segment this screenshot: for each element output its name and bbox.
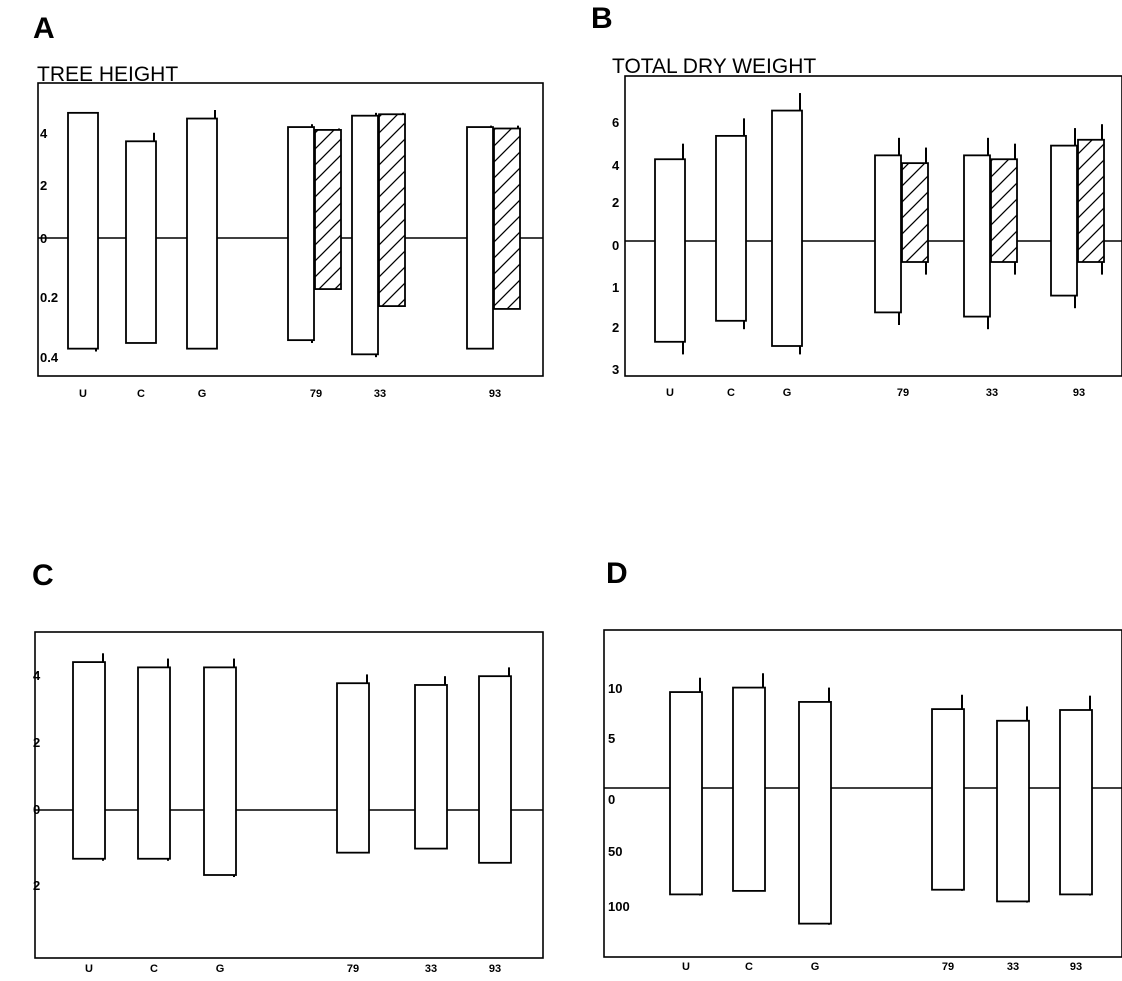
x-category-label: U: [682, 961, 690, 973]
x-category-label: C: [727, 387, 735, 399]
x-category-label: G: [811, 961, 820, 973]
bar-open: [715, 134, 747, 322]
y-tick-label: 4: [40, 126, 48, 141]
bar-hatched: [378, 113, 406, 307]
panel-letter-c: C: [32, 559, 54, 592]
bar-open: [963, 154, 991, 318]
bar-hatched: [901, 162, 929, 263]
x-category-label: U: [79, 388, 87, 400]
x-category-label: G: [783, 387, 792, 399]
chart-a-title: TREE HEIGHT: [37, 63, 178, 86]
x-category-label: 79: [347, 963, 359, 975]
x-category-label: C: [137, 388, 145, 400]
x-category-label: 79: [942, 961, 954, 973]
x-category-label: U: [85, 963, 93, 975]
x-category-label: G: [216, 963, 225, 975]
x-category-label: 33: [1007, 961, 1019, 973]
bar-open: [669, 691, 703, 896]
x-category-label: 79: [897, 387, 909, 399]
y-tick-label: 1: [612, 280, 619, 295]
chart-c: 4 2 0 2 U C G 79 33 93: [33, 631, 544, 975]
bar-hatched: [1077, 138, 1105, 263]
y-tick-label: 0: [612, 238, 619, 253]
y-tick-label: 0: [33, 802, 40, 817]
bar-open: [478, 675, 512, 864]
y-tick-label: 2: [40, 178, 47, 193]
y-tick-label: 0.2: [40, 290, 58, 305]
y-tick-label: 5: [608, 731, 615, 746]
bar-open: [654, 158, 686, 343]
bar-open: [351, 114, 379, 356]
x-category-label: 33: [986, 387, 998, 399]
y-tick-label: 4: [612, 158, 620, 173]
bar-hatched: [990, 158, 1018, 263]
bar-open: [798, 701, 832, 925]
bar-open: [1050, 144, 1078, 297]
bar-open: [67, 111, 99, 350]
bar-open: [203, 666, 237, 876]
plot-frame: [624, 75, 1122, 377]
bar-hatched: [493, 127, 521, 310]
chart-b-title: TOTAL DRY WEIGHT: [612, 55, 816, 78]
y-tick-label: 0: [608, 792, 615, 807]
panel-letter-a: A: [33, 12, 55, 45]
y-tick-label: 50: [608, 844, 622, 859]
y-tick-label: 0.4: [40, 350, 59, 365]
x-category-label: C: [745, 961, 753, 973]
bar-open: [287, 126, 315, 342]
x-category-label: 93: [489, 388, 501, 400]
bar-hatched: [314, 129, 342, 290]
y-tick-label: 2: [33, 878, 40, 893]
y-tick-label: 6: [612, 115, 619, 130]
y-tick-label: 100: [608, 899, 630, 914]
bar-open: [996, 719, 1030, 903]
y-tick-label: 2: [33, 735, 40, 750]
y-tick-label: 2: [612, 195, 619, 210]
x-category-label: C: [150, 963, 158, 975]
x-category-label: 33: [425, 963, 437, 975]
y-tick-label: 4: [33, 668, 41, 683]
y-tick-label: 2: [612, 320, 619, 335]
chart-a: 4 2 0 0.2 0.4 U C G 79 33 93: [37, 82, 544, 400]
y-tick-label: 0: [40, 231, 47, 246]
panel-letter-b: B: [591, 2, 613, 35]
bar-open: [732, 686, 766, 892]
bar-open: [466, 126, 494, 350]
bar-open: [771, 109, 803, 347]
bar-open: [874, 154, 902, 314]
x-category-label: 79: [310, 388, 322, 400]
plot-frame: [34, 631, 544, 959]
plot-frame: [37, 82, 544, 377]
panel-letter-d: D: [606, 557, 628, 590]
x-category-label: G: [198, 388, 207, 400]
x-category-label: 93: [1073, 387, 1085, 399]
bar-open: [931, 708, 965, 891]
x-category-label: 93: [1070, 961, 1082, 973]
chart-b: 6 4 2 0 1 2 3 U C G 79 33 93: [612, 75, 1122, 399]
x-category-label: 93: [489, 963, 501, 975]
x-category-label: 33: [374, 388, 386, 400]
bar-open: [125, 140, 157, 344]
bar-open: [186, 117, 218, 350]
x-category-label: U: [666, 387, 674, 399]
plot-frame: [603, 629, 1122, 958]
bar-open: [137, 666, 171, 860]
y-tick-label: 10: [608, 681, 622, 696]
bar-open: [72, 661, 106, 860]
y-tick-label: 3: [612, 362, 619, 377]
bar-open: [414, 684, 448, 850]
bar-open: [1059, 709, 1093, 896]
bar-open: [336, 682, 370, 854]
